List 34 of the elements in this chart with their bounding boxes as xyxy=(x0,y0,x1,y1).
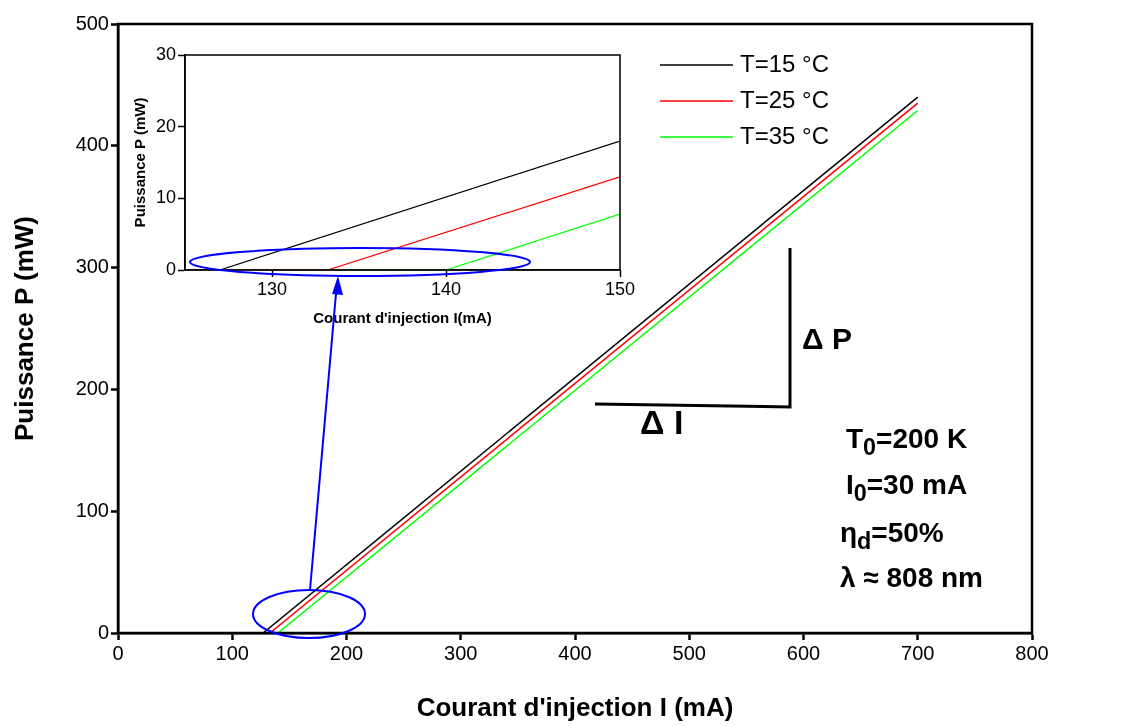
annotation: T$_{0}$=200 K xyxy=(846,423,968,461)
x-tick-label: 0 xyxy=(112,641,124,664)
y-tick-label: 0 xyxy=(97,620,109,643)
x-tick-label: 600 xyxy=(786,641,821,664)
x-tick-label: 130 xyxy=(256,278,288,299)
x-tick-label: 700 xyxy=(901,641,935,664)
y-tick-label: 300 xyxy=(75,255,109,278)
x-tick-label: 100 xyxy=(215,641,249,664)
legend-label: T=35 °C xyxy=(740,121,829,149)
y-tick-label: 400 xyxy=(75,133,109,156)
y-tick-label: 100 xyxy=(75,498,109,521)
x-tick-label: 140 xyxy=(430,278,462,299)
y-tick-label: 200 xyxy=(75,376,109,399)
x-tick-label: 500 xyxy=(672,641,706,664)
x-tick-label: 400 xyxy=(558,641,592,664)
x-tick-label: 800 xyxy=(1015,641,1049,664)
x-axis-title: Courant d'injection I (mA) xyxy=(416,691,734,722)
y-tick-label: 0 xyxy=(165,258,176,279)
y-tick-label: 10 xyxy=(155,187,176,208)
y-tick-label: 20 xyxy=(155,115,176,136)
y-axis-title: Puissance P (mW) xyxy=(8,216,39,441)
legend-label: T=15 °C xyxy=(740,49,829,77)
annotation: Δ P xyxy=(802,322,852,355)
annotation: η$_{d}$=50% xyxy=(840,517,944,555)
x-tick-label: 200 xyxy=(329,641,364,664)
y-tick-label: 500 xyxy=(75,11,109,34)
annotation: I$_{0}$=30 mA xyxy=(846,469,968,507)
y-axis-title: Puissance P (mW) xyxy=(131,97,149,228)
x-tick-label: 150 xyxy=(604,278,636,299)
legend-label: T=25 °C xyxy=(740,85,829,113)
annotation: Δ I xyxy=(640,403,684,442)
annotation: λ ≈ 808 nm xyxy=(840,562,983,594)
y-tick-label: 30 xyxy=(155,43,176,64)
x-tick-label: 300 xyxy=(444,641,478,664)
